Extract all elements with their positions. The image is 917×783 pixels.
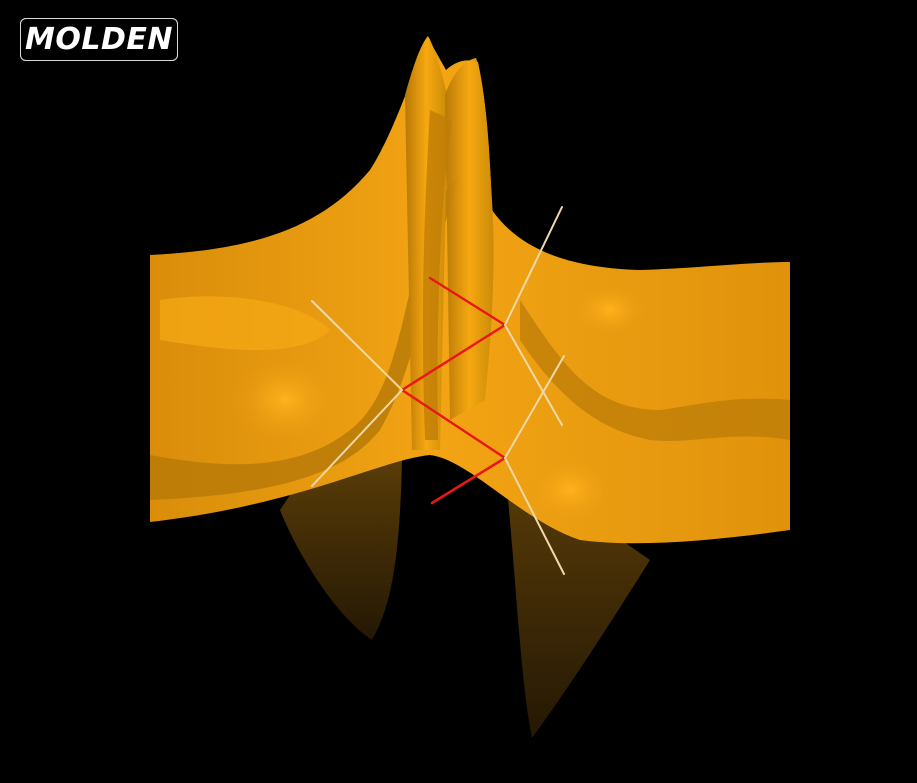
bond-cream — [311, 300, 403, 391]
bond-red — [400, 388, 507, 460]
orbital-peak-right — [445, 58, 494, 420]
negative-lobe-left — [280, 460, 402, 640]
molden-logo-overlay: MOLDEN — [20, 18, 178, 61]
surface-saddle-right — [520, 300, 790, 442]
surface-blob-right — [525, 455, 615, 525]
bond-red — [400, 323, 507, 392]
surface-highlight-left — [160, 296, 330, 350]
bond-cream — [504, 324, 563, 426]
surface-blob-left — [230, 355, 340, 445]
bond-cream — [504, 355, 565, 459]
bond-cream — [504, 457, 565, 575]
bond-cream — [504, 206, 563, 326]
surface-shadow-band — [150, 175, 460, 500]
bond-cream — [311, 389, 403, 487]
bond-red — [430, 456, 507, 505]
peak-ridge-shadow — [422, 110, 452, 440]
molecule-bonds — [311, 206, 565, 575]
surface-blob-top — [570, 282, 650, 338]
bond-red — [428, 276, 507, 327]
